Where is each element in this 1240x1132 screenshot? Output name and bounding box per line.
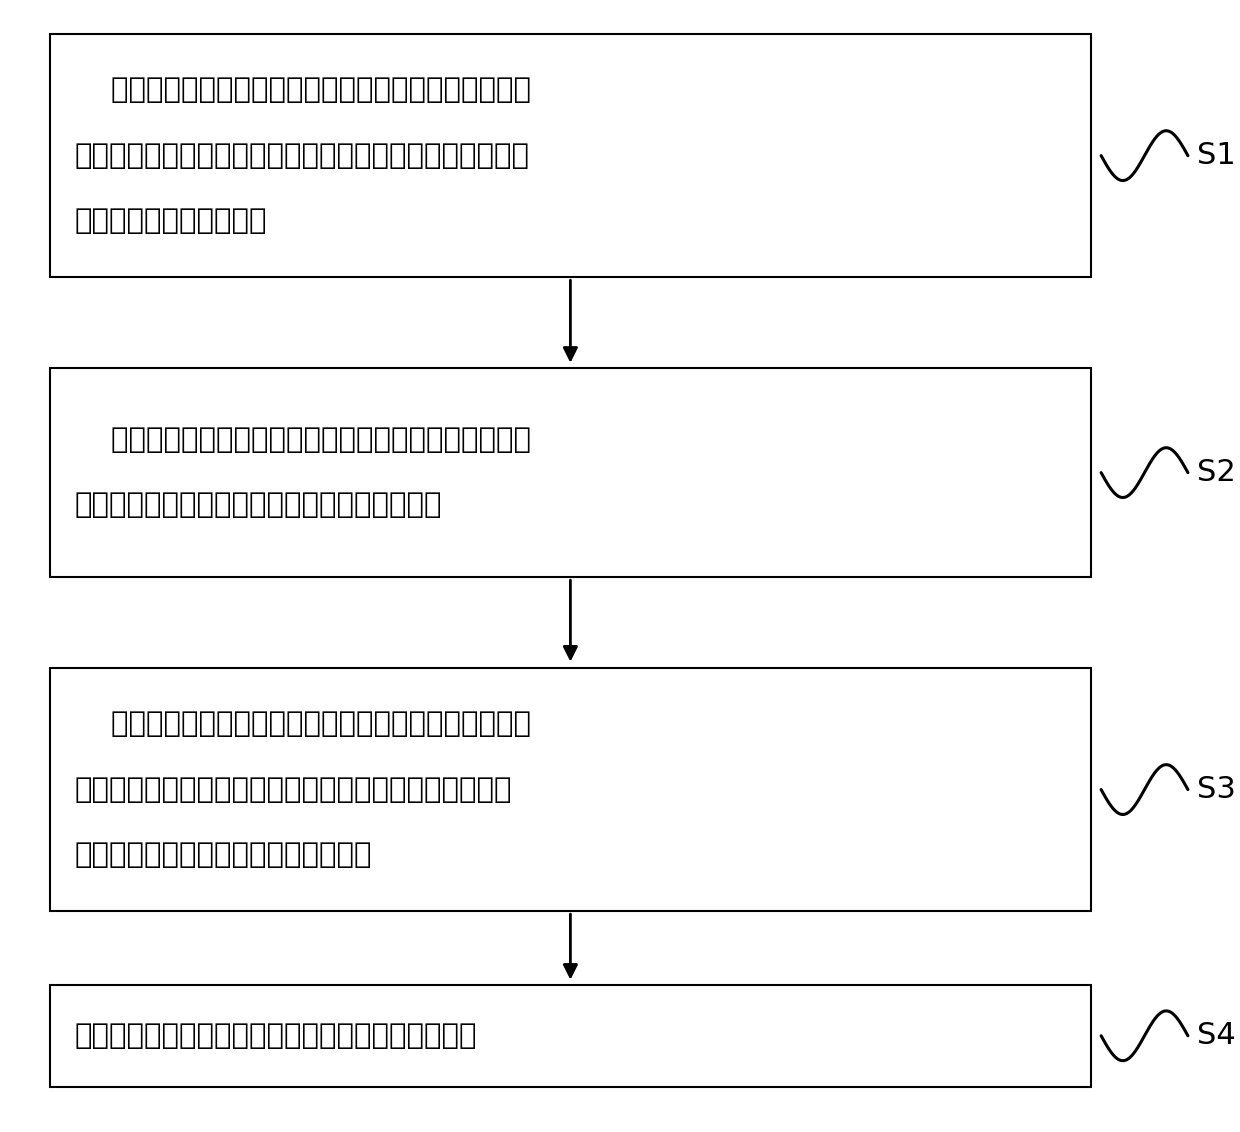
Text: 在预先建立的大变形管道的有限元模型中设置相应的弹: 在预先建立的大变形管道的有限元模型中设置相应的弹 (74, 76, 532, 104)
Bar (50, 368, 1091, 577)
Text: S3: S3 (1197, 775, 1235, 804)
Text: 行有限元计算，并在所述有限元计算后提取数据: 行有限元计算，并在所述有限元计算后提取数据 (74, 491, 441, 520)
Text: 对所述有限元模型划分网格，设置裂纹和输出参量，进: 对所述有限元模型划分网格，设置裂纹和输出参量，进 (74, 426, 532, 454)
Bar (50, 34, 1091, 277)
Text: 通过所述有限元模型模拟得到的数据，计算得到第一无: 通过所述有限元模型模拟得到的数据，计算得到第一无 (74, 710, 532, 738)
Text: 量纲系数；所述第一无量纲系数取决于裂纹尺寸和材料性: 量纲系数；所述第一无量纲系数取决于裂纹尺寸和材料性 (74, 775, 512, 804)
Bar (50, 985, 1091, 1087)
Text: 塑性本构关系，并设置拉伸载荷及边界条件；所述边界条件: 塑性本构关系，并设置拉伸载荷及边界条件；所述边界条件 (74, 142, 529, 170)
Text: S1: S1 (1197, 142, 1235, 170)
Text: 能，是与修正的极限载荷解相关的参数: 能，是与修正的极限载荷解相关的参数 (74, 841, 372, 869)
Text: S4: S4 (1197, 1021, 1235, 1050)
Bar (50, 668, 1091, 911)
Text: S2: S2 (1197, 458, 1235, 487)
Text: 包括对称约束和固定约束: 包括对称约束和固定约束 (74, 207, 267, 235)
Text: 根据所述第一无量纲系数，计算得到裂纹扩展驱动力: 根据所述第一无量纲系数，计算得到裂纹扩展驱动力 (74, 1022, 477, 1049)
